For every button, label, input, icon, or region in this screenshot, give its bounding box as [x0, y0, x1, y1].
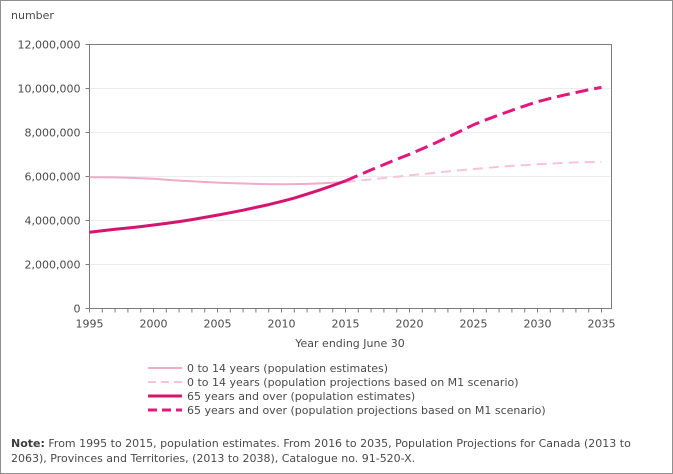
- source-note: Note: From 1995 to 2015, population esti…: [11, 436, 663, 466]
- svg-text:2010: 2010: [268, 318, 296, 331]
- x-axis-title: Year ending June 30: [295, 337, 405, 350]
- legend-item-65-over-estimates: 65 years and over (population estimates): [148, 389, 546, 403]
- legend-swatch-65-over-projections-line: [148, 408, 182, 412]
- legend: 0 to 14 years (population estimates) 0 t…: [148, 361, 546, 417]
- svg-text:10,000,000: 10,000,000: [18, 83, 81, 96]
- svg-text:2015: 2015: [332, 318, 360, 331]
- legend-swatch-0-14-estimates-line: [148, 367, 182, 369]
- legend-label: 0 to 14 years (population estimates): [187, 361, 389, 375]
- svg-text:8,000,000: 8,000,000: [25, 127, 81, 140]
- legend-item-0-14-estimates: 0 to 14 years (population estimates): [148, 361, 546, 375]
- svg-text:4,000,000: 4,000,000: [25, 215, 81, 228]
- legend-label: 0 to 14 years (population projections ba…: [187, 375, 519, 389]
- svg-text:12,000,000: 12,000,000: [18, 39, 81, 52]
- legend-item-65-over-projections: 65 years and over (population projection…: [148, 403, 546, 417]
- svg-text:2,000,000: 2,000,000: [25, 259, 81, 272]
- note-label: Note:: [11, 437, 45, 450]
- legend-item-0-14-projections: 0 to 14 years (population projections ba…: [148, 375, 546, 389]
- legend-swatch-65-over-estimates-line: [148, 394, 182, 398]
- legend-label: 65 years and over (population projection…: [187, 403, 546, 417]
- legend-swatch-0-14-projections-line: [148, 381, 182, 383]
- svg-text:2025: 2025: [460, 318, 488, 331]
- svg-text:2000: 2000: [140, 318, 168, 331]
- note-text: From 1995 to 2015, population estimates.…: [11, 437, 631, 465]
- line-chart-canvas: 0 2,000,000 4,000,000 6,000,000 8,000,000 10,…: [18, 39, 616, 331]
- svg-text:6,000,000: 6,000,000: [25, 171, 81, 184]
- svg-text:1995: 1995: [76, 318, 104, 331]
- svg-text:2020: 2020: [396, 318, 424, 331]
- svg-text:2030: 2030: [524, 318, 552, 331]
- legend-label: 65 years and over (population estimates): [187, 389, 416, 403]
- y-axis-unit-label: number: [11, 9, 54, 22]
- svg-text:0: 0: [74, 303, 81, 316]
- svg-text:2005: 2005: [204, 318, 232, 331]
- svg-text:2035: 2035: [588, 318, 616, 331]
